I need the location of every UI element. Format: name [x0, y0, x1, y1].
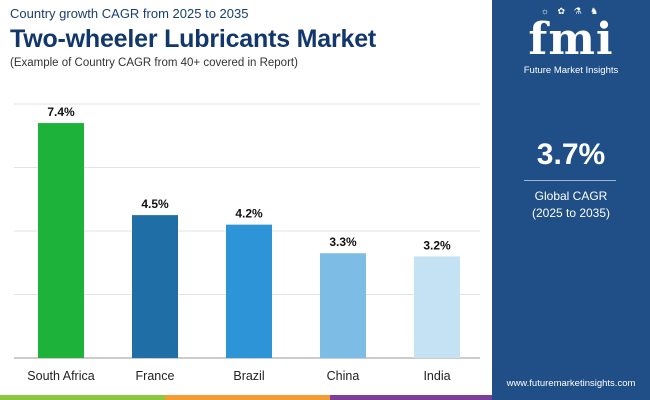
bar-china	[320, 253, 366, 358]
website-link[interactable]: www.futuremarketinsights.com	[506, 378, 636, 389]
footer-color-segment	[0, 395, 165, 400]
x-tick-label: South Africa	[27, 369, 94, 383]
global-cagr-value: 3.7%	[536, 138, 606, 171]
chart-kicker: Country growth CAGR from 2025 to 2035	[10, 6, 249, 21]
logo-subtitle: Future Market Insights	[523, 65, 619, 76]
footer-color-segment	[330, 395, 492, 400]
kpi-divider	[524, 180, 616, 181]
data-label: 3.3%	[329, 235, 357, 249]
global-cagr-label-line2: (2025 to 2035)	[531, 206, 611, 220]
data-label: 3.2%	[423, 238, 451, 252]
logo-icons: ☼ ✿ ⚗ ♞	[540, 6, 602, 16]
bar-chart: 7.4% South Africa 4.5% France 4.2% Brazil 3.3%…	[14, 103, 480, 383]
chart-subtitle: (Example of Country CAGR from 40+ covere…	[10, 57, 298, 69]
global-cagr-label-line1: Global CAGR	[534, 189, 608, 203]
data-label: 4.5%	[141, 197, 169, 211]
footer-color-segment	[492, 395, 650, 400]
logo-wordmark: fmi	[528, 14, 614, 65]
fmi-logo: ☼ ✿ ⚗ ♞ fmi Future Market Insights	[492, 6, 650, 77]
data-label: 4.2%	[235, 207, 263, 221]
chart-header: Country growth CAGR from 2025 to 2035 Tw…	[10, 6, 480, 70]
global-cagr-label: Global CAGR (2025 to 2035)	[492, 188, 650, 222]
x-tick-label: France	[136, 369, 175, 383]
x-tick-label: India	[423, 369, 450, 383]
bar-brazil	[226, 224, 272, 358]
bar-south-africa	[38, 123, 84, 358]
chart-title: Two-wheeler Lubricants Market	[10, 25, 377, 53]
bar-india	[414, 256, 460, 358]
bar-france	[132, 215, 178, 358]
x-tick-label: China	[327, 369, 360, 383]
x-tick-label: Brazil	[233, 369, 264, 383]
side-panel: ☼ ✿ ⚗ ♞ fmi Future Market Insights 3.7% …	[492, 0, 650, 400]
footer-color-segment	[165, 395, 330, 400]
data-label: 7.4%	[47, 105, 75, 119]
